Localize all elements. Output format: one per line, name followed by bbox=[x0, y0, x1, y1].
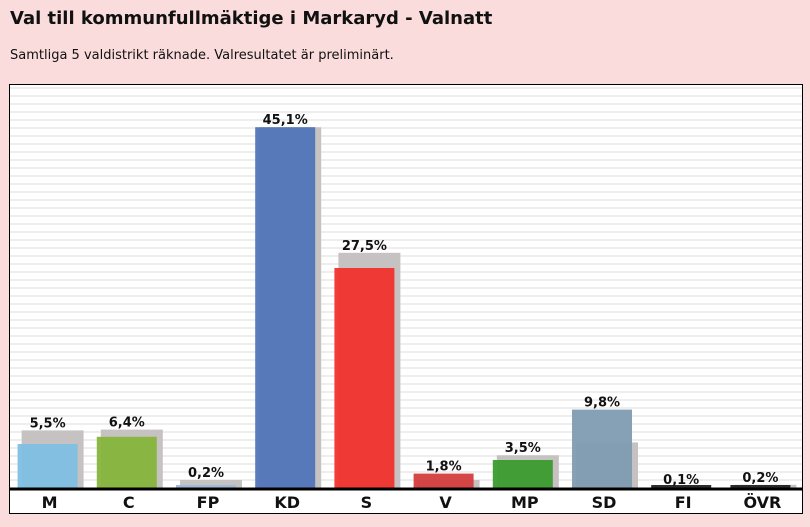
page-subtitle: Samtliga 5 valdistrikt räknade. Valresul… bbox=[10, 48, 394, 63]
chart-frame: 5,5% 6,4% 0,2% 45,1% 27,5% 1,8% 3,5% 9,8% 0,1% 0,… bbox=[9, 84, 803, 514]
category-label-fp: FP bbox=[197, 493, 220, 512]
bar-övr bbox=[730, 485, 791, 488]
value-label-m: 5,5% bbox=[30, 416, 66, 431]
value-label-fi: 0,1% bbox=[663, 473, 699, 488]
category-label-s: S bbox=[361, 493, 373, 512]
category-label-v: V bbox=[439, 493, 452, 512]
value-label-kd: 45,1% bbox=[263, 113, 308, 128]
bar-chart: 5,5% 6,4% 0,2% 45,1% 27,5% 1,8% 3,5% 9,8% 0,1% 0,… bbox=[10, 87, 802, 512]
category-label-fi: FI bbox=[675, 493, 692, 512]
category-labels: M C FP KD S V MP SD FI ÖVR bbox=[42, 493, 782, 512]
value-label-s: 27,5% bbox=[342, 239, 387, 254]
value-label-v: 1,8% bbox=[426, 460, 462, 475]
category-label-sd: SD bbox=[592, 493, 617, 512]
category-label-mp: MP bbox=[511, 493, 539, 512]
value-label-sd: 9,8% bbox=[584, 396, 620, 411]
bar-fp bbox=[176, 485, 236, 488]
value-label-övr: 0,2% bbox=[742, 471, 778, 486]
category-label-m: M bbox=[42, 493, 58, 512]
page-title: Val till kommunfullmäktige i Markaryd - … bbox=[10, 8, 493, 29]
current-bars bbox=[17, 127, 791, 488]
bar-sd bbox=[572, 409, 632, 488]
category-label-kd: KD bbox=[274, 493, 300, 512]
value-labels: 5,5% 6,4% 0,2% 45,1% 27,5% 1,8% 3,5% 9,8% 0,1% 0,… bbox=[30, 113, 779, 488]
previous-bar-fp bbox=[180, 480, 242, 488]
bar-v bbox=[413, 473, 474, 488]
bar-c bbox=[96, 436, 157, 488]
bar-fi bbox=[651, 485, 712, 488]
value-label-mp: 3,5% bbox=[505, 441, 541, 456]
bar-s bbox=[334, 268, 395, 488]
category-label-övr: ÖVR bbox=[743, 493, 781, 512]
value-label-c: 6,4% bbox=[109, 416, 145, 431]
value-label-fp: 0,2% bbox=[188, 466, 224, 481]
previous-election-bars bbox=[21, 127, 797, 488]
category-label-c: C bbox=[123, 493, 135, 512]
bar-kd bbox=[255, 127, 316, 488]
bar-m bbox=[17, 444, 78, 488]
bar-mp bbox=[492, 460, 553, 488]
